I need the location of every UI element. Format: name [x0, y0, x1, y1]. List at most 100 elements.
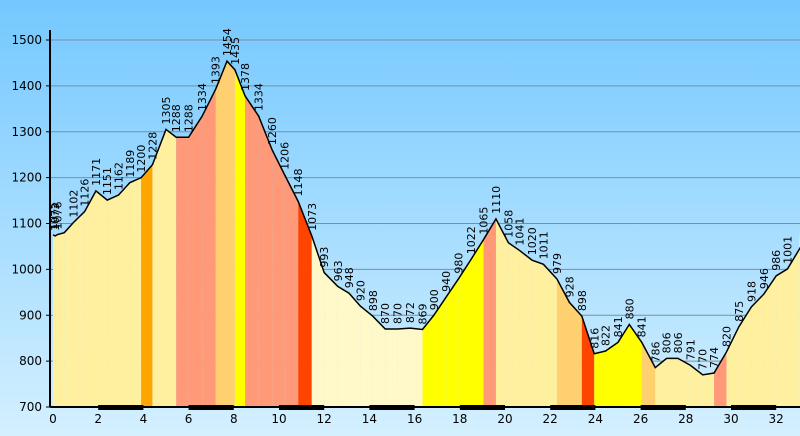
km-bar-segment: [640, 405, 686, 410]
profile-segment: [311, 235, 325, 407]
profile-segment: [166, 129, 177, 408]
profile-segment: [202, 89, 216, 408]
elevation-label: 1110: [490, 186, 503, 214]
km-bar-segment: [731, 405, 777, 410]
profile-segment: [397, 328, 411, 407]
profile-segment: [569, 302, 582, 407]
elevation-label: 1288: [183, 104, 196, 132]
profile-segment: [532, 260, 544, 407]
elevation-label: 1001: [782, 236, 795, 264]
elevation-label: 1126: [79, 179, 92, 207]
profile-segment: [556, 279, 570, 407]
elevation-label: 1305: [160, 96, 173, 124]
km-bar-segment: [550, 405, 596, 410]
profile-segment: [349, 293, 361, 407]
elevation-label: 920: [354, 280, 367, 301]
x-tick-label: 20: [497, 412, 512, 426]
profile-segment: [751, 294, 764, 407]
x-tick-label: 24: [588, 412, 603, 426]
elevation-label: 1260: [266, 117, 279, 145]
elevation-label: 806: [661, 332, 674, 353]
elevation-label: 963: [332, 260, 345, 281]
x-tick-label: 0: [49, 412, 57, 426]
km-bar-segment: [188, 405, 234, 410]
x-tick-label: 14: [362, 412, 377, 426]
elevation-label: 1022: [465, 226, 478, 254]
elevation-label: 841: [612, 316, 625, 337]
profile-segment: [714, 351, 727, 407]
elevation-label: 918: [745, 281, 758, 302]
profile-segment: [543, 264, 557, 407]
x-tick-label: 32: [769, 412, 784, 426]
profile-segment: [141, 164, 153, 407]
profile-segment: [107, 195, 119, 407]
elevation-label: 1393: [210, 56, 223, 84]
elevation-label: 1058: [502, 210, 515, 238]
km-bar-segment: [279, 405, 325, 410]
y-tick-label: 1300: [11, 125, 42, 139]
elevation-label: 870: [392, 303, 405, 324]
profile-segment: [298, 201, 312, 407]
elevation-label: 1041: [514, 218, 527, 246]
profile-segment: [95, 190, 108, 407]
elevation-label: 980: [453, 253, 466, 274]
elevation-label: 1206: [279, 142, 292, 170]
elevation-label: 1151: [101, 167, 114, 195]
x-tick-label: 8: [230, 412, 238, 426]
profile-segment: [84, 190, 96, 407]
profile-segment: [324, 272, 338, 407]
elevation-label: 872: [404, 302, 417, 323]
elevation-label: 770: [697, 349, 710, 370]
x-tick-label: 12: [317, 412, 332, 426]
x-tick-label: 28: [678, 412, 693, 426]
profile-segment: [272, 150, 285, 407]
profile-segment: [641, 342, 656, 407]
x-tick-label: 4: [140, 412, 148, 426]
profile-segment: [385, 329, 398, 407]
profile-segment: [495, 218, 509, 407]
elevation-label: 1334: [253, 83, 266, 111]
elevation-label: 1162: [113, 162, 126, 190]
elevation-label: 1102: [67, 190, 80, 218]
profile-segment: [666, 358, 678, 407]
x-tick-label: 18: [452, 412, 467, 426]
x-tick-label: 22: [543, 412, 558, 426]
profile-segment: [284, 174, 299, 407]
profile-segment: [458, 259, 472, 407]
elevation-label: 1171: [90, 158, 103, 186]
elevation-label: 940: [440, 271, 453, 292]
x-tick-label: 30: [723, 412, 738, 426]
y-tick-label: 1000: [11, 262, 42, 276]
profile-segment: [227, 61, 235, 407]
profile-segment: [55, 234, 58, 407]
profile-segment: [446, 278, 459, 407]
elevation-label: 1189: [124, 150, 137, 178]
elevation-label: 1073: [306, 203, 319, 231]
elevation-label: 948: [343, 267, 356, 288]
elevation-label: 880: [623, 298, 636, 319]
profile-segment: [360, 306, 373, 407]
profile-segment: [605, 342, 618, 407]
profile-segment: [581, 316, 595, 407]
elevation-label: 928: [563, 276, 576, 297]
elevation-label: 1334: [196, 83, 209, 111]
profile-segment: [188, 116, 203, 407]
elevation-label: 816: [588, 328, 601, 349]
elevation-label: 946: [758, 268, 771, 289]
y-tick-label: 1500: [11, 33, 42, 47]
profile-line-group: [52, 59, 800, 376]
x-tick-label: 6: [185, 412, 193, 426]
elevation-label: 993: [318, 247, 331, 268]
elevation-label: 1454: [221, 28, 234, 56]
profile-segment: [776, 268, 788, 407]
profile-segment: [422, 315, 434, 407]
km-bar-segment: [98, 405, 144, 410]
x-tick-label: 10: [271, 412, 286, 426]
profile-segment: [508, 242, 520, 407]
elevation-label: 1073: [49, 203, 62, 231]
profile-segment: [234, 69, 246, 407]
elevation-label: 1020: [526, 227, 539, 255]
profile-line: [52, 59, 800, 376]
